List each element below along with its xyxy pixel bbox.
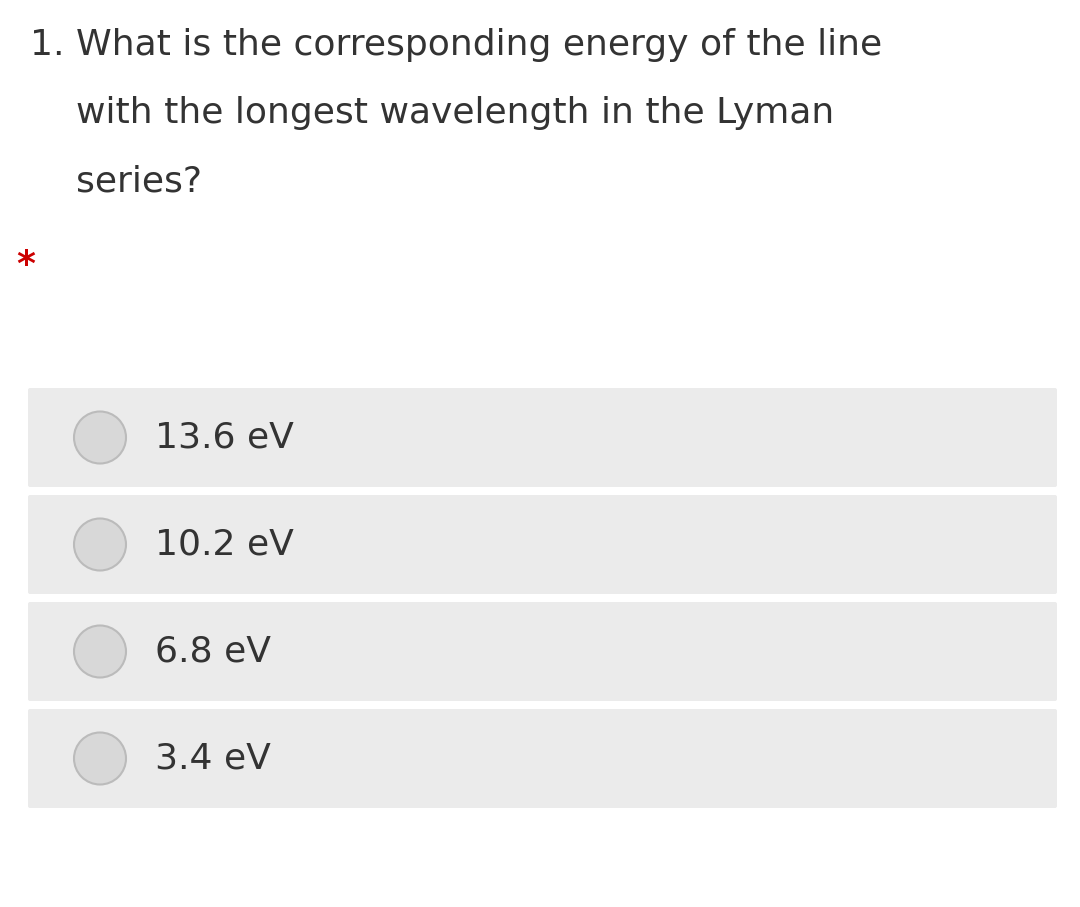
Text: 13.6 eV: 13.6 eV	[156, 421, 294, 454]
Text: with the longest wavelength in the Lyman: with the longest wavelength in the Lyman	[30, 96, 834, 130]
FancyBboxPatch shape	[28, 388, 1057, 487]
Text: 3.4 eV: 3.4 eV	[156, 742, 271, 775]
FancyBboxPatch shape	[28, 709, 1057, 808]
Text: series?: series?	[30, 164, 202, 198]
Circle shape	[75, 412, 126, 463]
Text: *: *	[16, 248, 35, 282]
Circle shape	[75, 626, 126, 678]
Text: 10.2 eV: 10.2 eV	[156, 528, 294, 561]
Text: 1. What is the corresponding energy of the line: 1. What is the corresponding energy of t…	[30, 28, 882, 62]
Circle shape	[75, 733, 126, 785]
FancyBboxPatch shape	[28, 602, 1057, 701]
Text: 6.8 eV: 6.8 eV	[156, 635, 271, 668]
FancyBboxPatch shape	[28, 495, 1057, 594]
Circle shape	[75, 519, 126, 571]
